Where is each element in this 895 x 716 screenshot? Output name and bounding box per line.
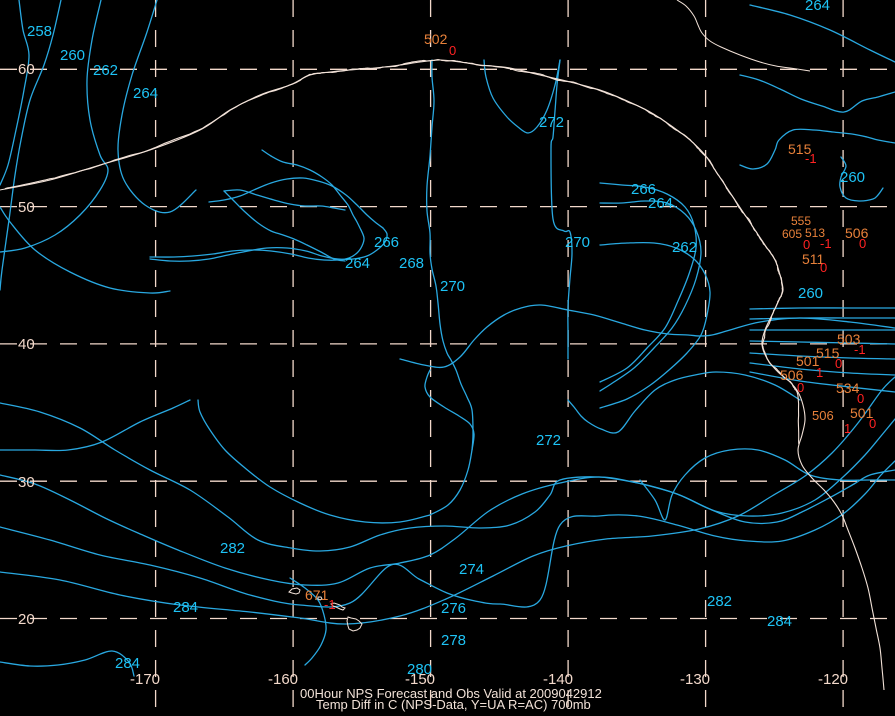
svg-text:-160: -160 bbox=[268, 671, 298, 688]
svg-text:605: 605 bbox=[782, 227, 802, 241]
svg-text:274: 274 bbox=[459, 561, 484, 578]
svg-text:0: 0 bbox=[803, 237, 810, 252]
svg-text:Temp Diff in C (NPS-Data, Y=UA: Temp Diff in C (NPS-Data, Y=UA R=AC) 700… bbox=[316, 697, 591, 712]
svg-text:20: 20 bbox=[18, 611, 35, 628]
svg-text:282: 282 bbox=[220, 540, 245, 557]
svg-text:264: 264 bbox=[345, 255, 370, 272]
svg-text:272: 272 bbox=[536, 432, 561, 449]
svg-text:1: 1 bbox=[816, 365, 823, 380]
svg-text:266: 266 bbox=[374, 234, 399, 251]
svg-text:282: 282 bbox=[707, 593, 732, 610]
svg-text:264: 264 bbox=[648, 195, 673, 212]
svg-text:262: 262 bbox=[672, 239, 697, 256]
svg-text:0: 0 bbox=[859, 236, 866, 251]
svg-text:0: 0 bbox=[835, 356, 842, 371]
svg-text:-1: -1 bbox=[854, 342, 866, 357]
svg-text:1: 1 bbox=[844, 421, 851, 436]
svg-text:-130: -130 bbox=[680, 671, 710, 688]
svg-text:276: 276 bbox=[441, 600, 466, 617]
svg-text:0: 0 bbox=[449, 43, 456, 58]
svg-text:-1: -1 bbox=[805, 151, 817, 166]
svg-text:-1: -1 bbox=[820, 236, 832, 251]
svg-text:284: 284 bbox=[115, 655, 140, 672]
svg-text:270: 270 bbox=[565, 234, 590, 251]
svg-text:260: 260 bbox=[798, 285, 823, 302]
svg-text:0: 0 bbox=[869, 416, 876, 431]
svg-text:260: 260 bbox=[840, 169, 865, 186]
svg-text:0: 0 bbox=[797, 380, 804, 395]
svg-text:272: 272 bbox=[539, 114, 564, 131]
svg-text:-170: -170 bbox=[130, 671, 160, 688]
svg-text:0: 0 bbox=[820, 260, 827, 275]
svg-text:30: 30 bbox=[18, 474, 35, 491]
svg-text:284: 284 bbox=[767, 613, 792, 630]
svg-text:506: 506 bbox=[812, 408, 834, 423]
svg-text:40: 40 bbox=[18, 336, 35, 353]
svg-text:278: 278 bbox=[441, 632, 466, 649]
svg-text:270: 270 bbox=[440, 278, 465, 295]
svg-text:60: 60 bbox=[18, 61, 35, 78]
svg-text:50: 50 bbox=[18, 199, 35, 216]
svg-text:502: 502 bbox=[424, 31, 448, 47]
svg-text:258: 258 bbox=[27, 23, 52, 40]
svg-text:284: 284 bbox=[173, 599, 198, 616]
svg-text:268: 268 bbox=[399, 255, 424, 272]
svg-text:-120: -120 bbox=[818, 671, 848, 688]
svg-text:-1: -1 bbox=[324, 597, 336, 612]
svg-text:0: 0 bbox=[857, 391, 864, 406]
svg-text:262: 262 bbox=[93, 62, 118, 79]
svg-text:264: 264 bbox=[805, 0, 830, 14]
svg-text:260: 260 bbox=[60, 47, 85, 64]
svg-text:264: 264 bbox=[133, 85, 158, 102]
